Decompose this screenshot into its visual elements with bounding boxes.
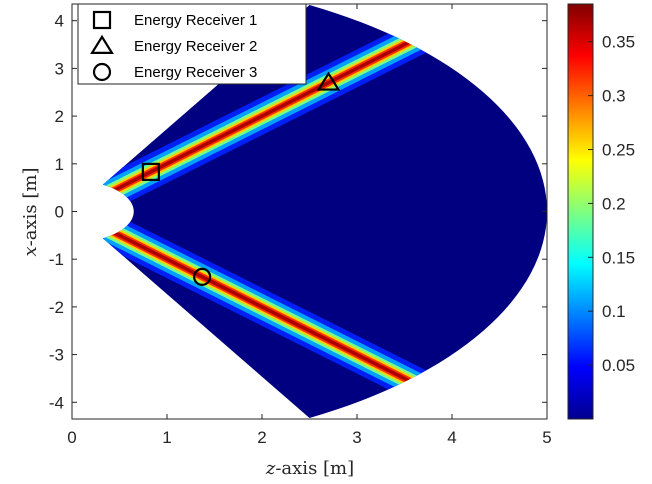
legend-items: Energy Receiver 1 Energy Receiver 2 Energy… <box>90 10 257 82</box>
legend-label-2: Energy Receiver 2 <box>134 38 257 55</box>
y-tick-label: -1 <box>49 250 64 269</box>
y-tick-label: -4 <box>49 393 64 412</box>
x-tick-label: 0 <box>67 428 76 447</box>
colorbar-tick-label: 0.2 <box>602 194 626 213</box>
y-tick-label: -3 <box>49 346 64 365</box>
legend-box <box>77 3 307 85</box>
legend-circle-icon <box>92 62 112 82</box>
legend-label-3: Energy Receiver 3 <box>134 64 257 81</box>
colorbar-tick-label: 0.15 <box>602 248 635 267</box>
colorbar-tick-label: 0.1 <box>602 302 626 321</box>
x-axis-ticks: 0 1 2 3 4 5 <box>67 4 552 447</box>
y-tick-label: 4 <box>55 12 64 31</box>
colorbar-tick-label: 0.25 <box>602 141 635 160</box>
y-tick-label: 3 <box>55 59 64 78</box>
x-tick-label: 2 <box>257 428 266 447</box>
receiver-markers <box>141 71 341 286</box>
receiver-3-marker <box>193 267 212 286</box>
y-tick-label: 1 <box>55 155 64 174</box>
y-tick-label: 0 <box>55 203 64 222</box>
y-tick-label: -2 <box>49 298 64 317</box>
colorbar-tick-label: 0.3 <box>602 87 626 106</box>
legend: Energy Receiver 1 Energy Receiver 2 Energy… <box>77 3 307 85</box>
x-tick-label: 5 <box>542 428 551 447</box>
y-axis-label: x-axis [m] <box>20 168 41 257</box>
x-axis-label: z-axis [m] <box>265 458 354 479</box>
legend-square-icon <box>92 10 112 30</box>
colorbar-ticks: 0.35 0.3 0.25 0.2 0.15 0.1 0.05 <box>588 33 635 375</box>
energy-beam-2 <box>102 213 436 406</box>
x-tick-label: 1 <box>162 428 171 447</box>
y-axis-ticks: 4 3 2 1 0 -1 -2 -3 -4 <box>49 12 547 412</box>
colorbar-tick-label: 0.05 <box>602 356 635 375</box>
receiver-1-marker <box>141 162 160 182</box>
x-tick-label: 3 <box>352 428 361 447</box>
legend-label-1: Energy Receiver 1 <box>134 12 257 29</box>
colorbar-tick-label: 0.35 <box>602 33 635 52</box>
colorbar <box>567 3 594 420</box>
beam-group <box>102 17 436 406</box>
legend-triangle-icon <box>90 34 114 54</box>
receiver-2-marker <box>316 71 341 91</box>
x-tick-label: 4 <box>447 428 456 447</box>
heatmap-sector <box>102 4 547 419</box>
y-tick-label: 2 <box>55 107 64 126</box>
heatmap-layer <box>102 4 547 419</box>
